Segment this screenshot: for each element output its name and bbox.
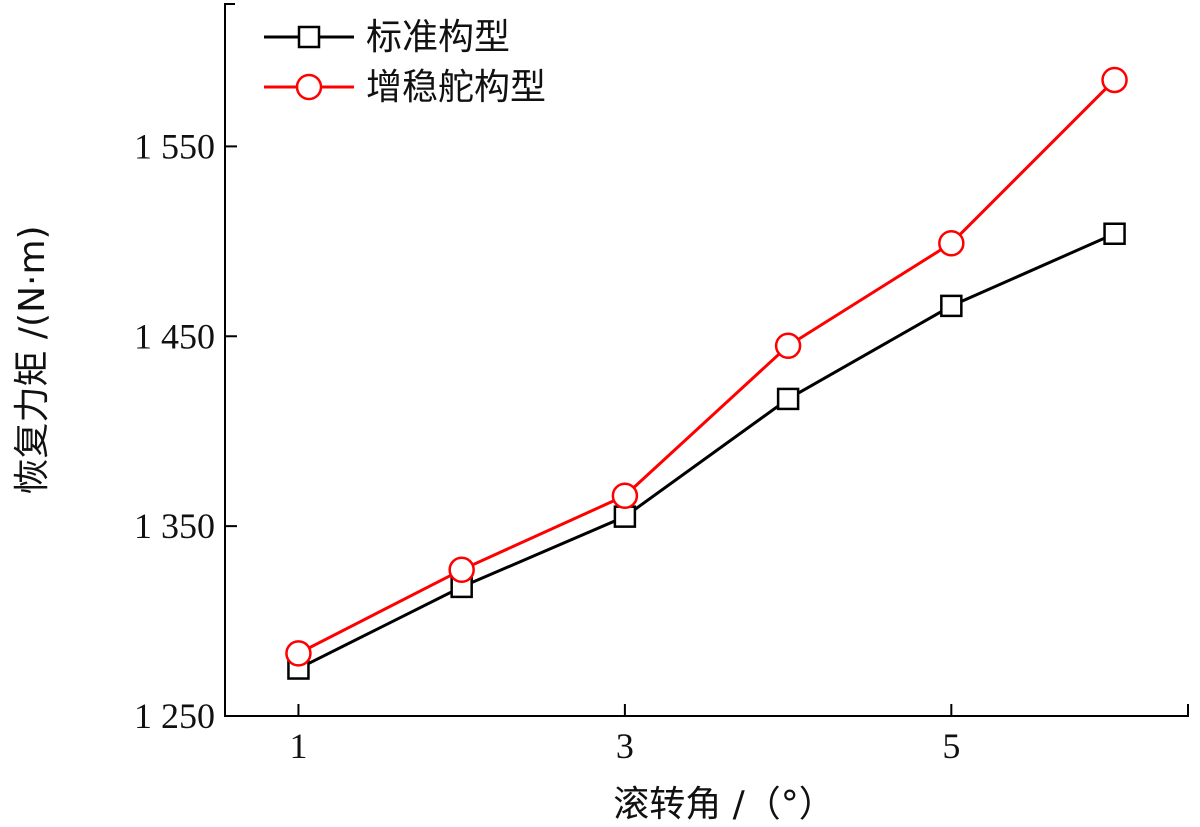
legend-label: 增稳舵构型 <box>366 67 546 108</box>
y-axis-title: 恢复力矩 /(N·m) <box>12 225 53 494</box>
series-line <box>297 78 1116 655</box>
legend-marker-square <box>297 25 321 49</box>
legend-item: 标准构型 <box>264 17 510 58</box>
axis-frame <box>224 3 1189 717</box>
data-point-circle <box>938 229 965 257</box>
legend-marker-circle <box>295 73 323 101</box>
x-axis-title: 滚转角 /（°） <box>613 784 835 825</box>
x-tick-label: 5 <box>942 726 960 766</box>
series-line <box>297 232 1116 670</box>
x-tick-label: 3 <box>616 726 634 766</box>
y-tick-label: 1 550 <box>134 126 215 166</box>
axes: 1 250 1 350 1 450 1 550 1 3 5 <box>134 3 1189 766</box>
data-point-circle <box>1101 66 1128 94</box>
data-point-circle <box>285 640 312 667</box>
x-tick-label: 1 <box>289 726 307 766</box>
y-tick-label: 1 250 <box>134 696 215 736</box>
series-layer <box>285 66 1128 680</box>
legend-item: 增稳舵构型 <box>264 67 546 108</box>
data-point-square <box>940 294 963 318</box>
data-point-square <box>776 387 800 411</box>
series-1 <box>287 222 1126 680</box>
legend-label: 标准构型 <box>366 17 510 58</box>
data-point-circle <box>448 556 475 584</box>
series-2 <box>285 66 1128 667</box>
y-tick-label: 1 450 <box>134 316 215 356</box>
data-point-circle <box>611 482 639 510</box>
data-point-square <box>1103 222 1126 245</box>
y-tick-label: 1 350 <box>134 506 215 546</box>
data-point-square <box>613 505 637 528</box>
data-point-circle <box>774 332 802 360</box>
